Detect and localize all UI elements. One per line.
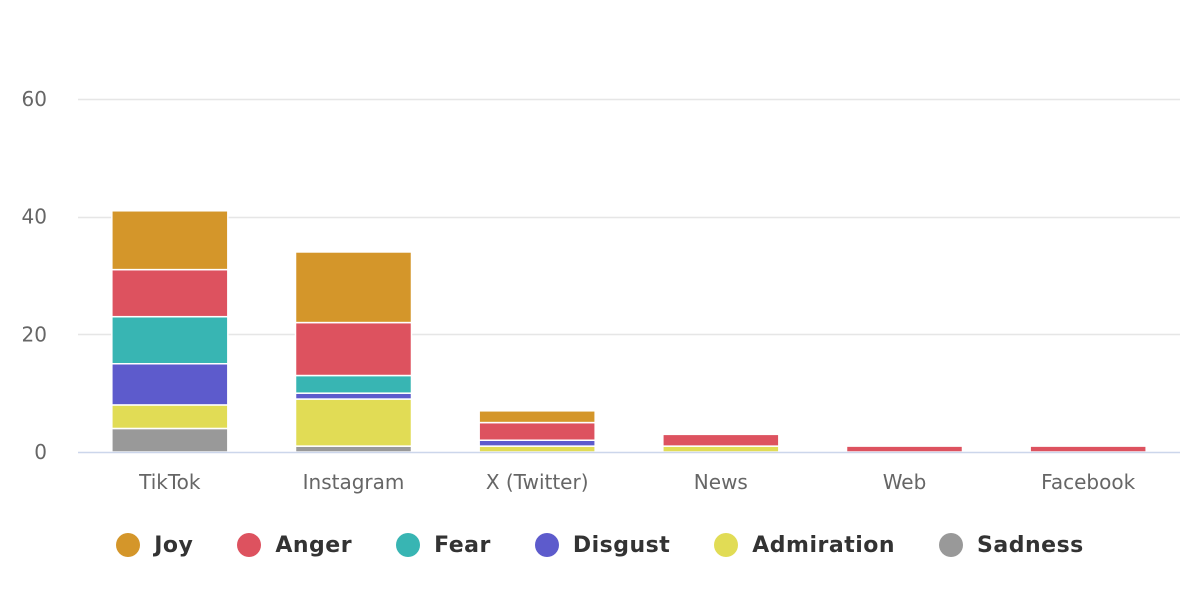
gridlines <box>78 98 1180 336</box>
bar-segment[interactable] <box>111 404 229 430</box>
x-axis-ticks: TikTok Instagram X (Twitter) News Web Faceboo… <box>138 470 1135 494</box>
legend-label: Fear <box>434 532 491 558</box>
legend-label: Sadness <box>977 532 1084 558</box>
legend-label: Joy <box>154 532 194 558</box>
legend-item[interactable]: Anger <box>237 533 352 558</box>
legend-dot-icon <box>396 533 421 557</box>
bar-segment[interactable] <box>294 392 413 400</box>
legend-item[interactable]: Sadness <box>939 533 1084 558</box>
legend-label: Admiration <box>752 532 896 558</box>
legend-dot-icon <box>534 533 559 557</box>
x-tick-label: Web <box>883 470 927 494</box>
bar-segment[interactable] <box>294 321 413 377</box>
bar-segment[interactable] <box>111 210 229 271</box>
bar-segment[interactable] <box>111 315 229 365</box>
x-tick-label: News <box>694 470 748 494</box>
x-tick-label: X (Twitter) <box>486 470 589 494</box>
legend-item[interactable]: Fear <box>396 533 491 558</box>
bar-segment[interactable] <box>845 445 964 453</box>
y-tick-label: 60 <box>22 87 47 111</box>
x-tick-label: Facebook <box>1041 470 1135 494</box>
bar-segment[interactable] <box>111 363 229 406</box>
bar-segment[interactable] <box>478 410 596 424</box>
bar-segment[interactable] <box>294 445 413 453</box>
bar-segment[interactable] <box>294 251 413 324</box>
bar-segment[interactable] <box>478 445 596 453</box>
y-tick-label: 40 <box>22 205 47 229</box>
legend-dot-icon <box>116 533 141 557</box>
bar-segment[interactable] <box>294 398 413 447</box>
bar-segment[interactable] <box>111 427 229 453</box>
bar-segment[interactable] <box>662 445 780 453</box>
y-axis-ticks: 0 20 40 60 <box>22 87 47 464</box>
x-tick-label: TikTok <box>138 470 201 494</box>
legend-label: Anger <box>275 532 353 558</box>
legend-item[interactable]: Admiration <box>714 533 895 558</box>
bar-segment[interactable] <box>294 374 413 394</box>
legend: Joy Anger Fear Disgust Admiration Sadness <box>0 525 1200 565</box>
legend-label: Disgust <box>572 532 671 558</box>
legend-item[interactable]: Disgust <box>534 532 671 558</box>
y-tick-label: 20 <box>22 322 47 346</box>
bar-segment[interactable] <box>478 421 596 441</box>
legend-dot-icon <box>714 533 739 557</box>
legend-dot-icon <box>939 533 964 557</box>
x-tick-label: Instagram <box>303 470 405 494</box>
bar-segment[interactable] <box>1029 445 1147 453</box>
y-tick-label: 0 <box>34 440 47 464</box>
bar-segment[interactable] <box>662 433 780 447</box>
bars <box>111 210 1147 453</box>
legend-item[interactable]: Joy <box>116 533 193 558</box>
bar-segment[interactable] <box>478 439 596 447</box>
bar-segment[interactable] <box>111 268 229 318</box>
legend-dot-icon <box>237 533 262 557</box>
